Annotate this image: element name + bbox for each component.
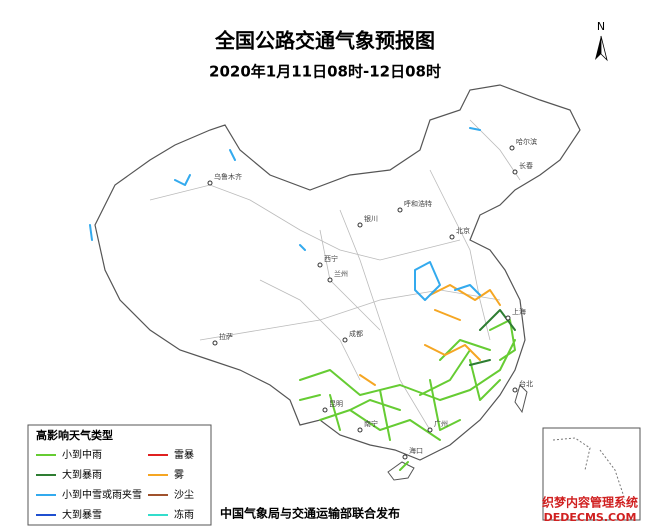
- city-dot: [357, 427, 363, 433]
- city-dot: [322, 407, 328, 413]
- inset-islands: [552, 437, 626, 501]
- legend-label: 雷暴: [174, 449, 194, 461]
- city-dot: [512, 169, 518, 175]
- city-label: 兰州: [334, 269, 348, 278]
- subtitle: 2020年1月11日08时-12日08时: [209, 63, 441, 81]
- legend-label: 小到中雨: [62, 448, 102, 461]
- watermark: 织梦内容管理系统: [542, 495, 638, 510]
- legend-label: 沙尘: [174, 489, 194, 501]
- city-label: 北京: [456, 226, 470, 235]
- city-label: 成都: [349, 329, 363, 338]
- legend-box: [27, 424, 212, 526]
- city-label: 长春: [519, 161, 533, 170]
- south-sea-inset: [542, 427, 641, 521]
- legend-label: 雾: [174, 469, 184, 481]
- city-label: 银川: [364, 214, 378, 223]
- north-label: N: [597, 20, 605, 33]
- city-dot: [342, 337, 348, 343]
- city-dot: [449, 234, 455, 240]
- taiwan: [514, 384, 528, 414]
- legend-label: 大到暴雪: [62, 508, 102, 521]
- watermark: DEDECMS.COM: [544, 511, 637, 524]
- city-label: 呼和浩特: [404, 199, 432, 208]
- legend-label: 小到中雪或雨夹雪: [62, 488, 142, 501]
- title: 全国公路交通气象预报图: [214, 29, 435, 53]
- city-label: 上海: [512, 307, 526, 316]
- footer: 中国气象局与交通运输部联合发布: [220, 506, 400, 521]
- legend-title: 高影响天气类型: [36, 428, 113, 442]
- road-network: [149, 119, 521, 431]
- hainan: [387, 461, 415, 481]
- city-dot: [357, 222, 363, 228]
- city-dot: [207, 180, 213, 186]
- city-label: 南宁: [364, 419, 378, 428]
- city-dot: [397, 207, 403, 213]
- legend-label: 大到暴雨: [62, 468, 102, 481]
- city-label: 昆明: [329, 400, 343, 408]
- legend-label: 冻雨: [174, 508, 194, 521]
- city-label: 广州: [434, 419, 448, 428]
- city-dot: [212, 340, 218, 346]
- weather-overlay: [89, 127, 516, 471]
- city-label: 海口: [409, 446, 423, 455]
- city-dot: [327, 277, 333, 283]
- city-label: 乌鲁木齐: [214, 172, 242, 181]
- city-dot: [427, 427, 433, 433]
- city-label: 台北: [519, 379, 533, 388]
- north-arrow: N: [595, 20, 608, 62]
- city-dot: [512, 387, 518, 393]
- city-dot: [402, 454, 408, 460]
- city-dot: [317, 262, 323, 268]
- city-dot: [509, 145, 515, 151]
- city-label: 西宁: [324, 254, 338, 263]
- city-dot: [505, 315, 511, 321]
- city-label: 哈尔滨: [516, 137, 537, 146]
- city-label: 拉萨: [219, 332, 233, 341]
